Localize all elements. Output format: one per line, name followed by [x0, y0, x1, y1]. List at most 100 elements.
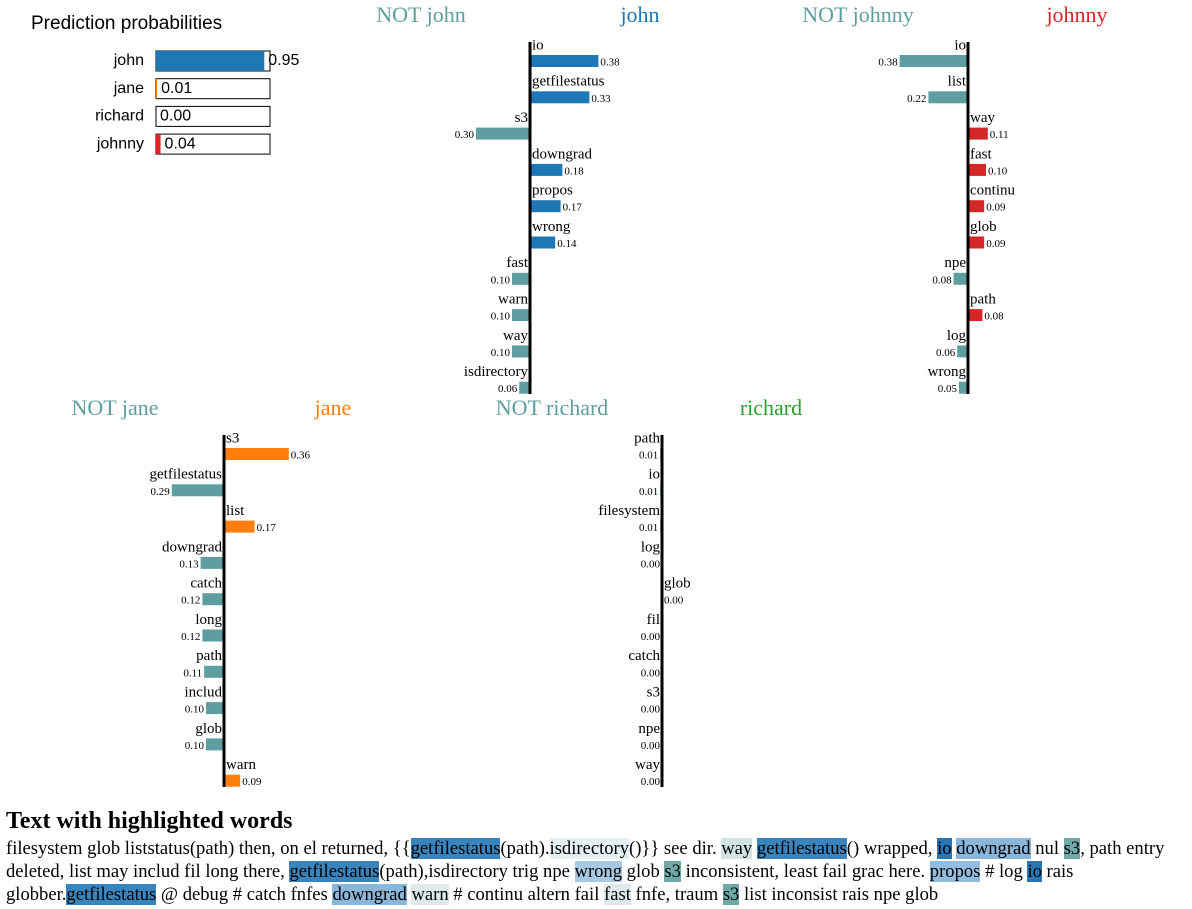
feature-label: path	[196, 648, 222, 664]
feature-label: io	[954, 37, 966, 53]
feature-label: includ	[185, 685, 223, 701]
text-span: inconsistent, least fail grac here.	[680, 861, 930, 882]
text-span: list inconsist rais npe glob	[739, 884, 939, 905]
text-title: Text with highlighted words	[6, 808, 293, 834]
highlighted-word: io	[1027, 861, 1042, 882]
feature-label: filesystem	[598, 503, 660, 519]
feature-label: warn	[498, 292, 528, 308]
weight-label: 0.00	[641, 558, 661, 570]
weight-label: 0.12	[181, 631, 200, 643]
probabilities-title: Prediction probabilities	[31, 13, 222, 34]
text-span: nul	[1030, 838, 1064, 859]
text-span: fnfe, traum	[630, 884, 723, 905]
weight-label: 0.17	[257, 522, 277, 534]
weight-bar	[530, 55, 599, 67]
weight-bar	[959, 381, 968, 394]
class-label: richard	[95, 108, 144, 125]
text-span: (path),isdirectory trig npe	[379, 861, 575, 882]
highlighted-word: warn	[411, 884, 449, 905]
weight-bar	[206, 738, 224, 751]
weight-bar	[512, 272, 530, 285]
weight-label: 0.38	[600, 57, 620, 69]
weight-label: 0.08	[932, 274, 952, 286]
highlighted-word: getfilestatus	[756, 838, 847, 859]
weight-label: 0.06	[936, 347, 956, 359]
feature-label: npe	[638, 721, 660, 737]
weight-label: 0.30	[455, 129, 475, 141]
weight-bar	[476, 127, 530, 140]
weight-bar	[530, 91, 590, 104]
weight-bar	[530, 200, 561, 213]
weight-bar	[968, 200, 985, 213]
probability-label: 0.95	[268, 52, 299, 69]
feature-label: path	[634, 430, 660, 446]
feature-label: s3	[647, 685, 660, 701]
text-span: @ debug # catch fnfes	[156, 884, 333, 905]
highlighted-word: way	[721, 838, 753, 859]
highlighted-word: s3	[664, 861, 681, 882]
text-span: , path entry deleted, list may includ fi…	[6, 838, 1170, 882]
feature-label: glob	[970, 219, 997, 235]
weight-bar	[512, 345, 530, 358]
weight-label: 0.09	[242, 776, 262, 788]
feature-label: list	[948, 74, 967, 90]
weight-label: 0.06	[498, 383, 518, 395]
weight-label: 0.00	[664, 595, 684, 607]
feature-label: log	[947, 328, 967, 344]
feature-label: long	[195, 612, 222, 628]
weight-label: 0.00	[641, 704, 661, 716]
feature-label: path	[970, 292, 996, 308]
feature-label: propos	[532, 183, 573, 199]
highlighted-word: io	[937, 838, 952, 859]
weight-label: 0.13	[179, 558, 199, 570]
class-label: john	[113, 52, 144, 69]
text-span: # log	[980, 861, 1028, 882]
weight-bar	[899, 55, 968, 67]
feature-label: catch	[628, 648, 660, 664]
text-span: ()}} see dir.	[629, 838, 722, 859]
probability-label: 0.04	[165, 135, 196, 152]
weight-bar	[171, 484, 224, 497]
weight-bar	[530, 236, 556, 249]
positive-class-header: johnny	[1045, 2, 1107, 27]
highlighted-word: getfilestatus	[410, 838, 501, 859]
feature-label: log	[641, 539, 661, 555]
weight-label: 0.14	[557, 238, 577, 250]
feature-label: way	[503, 328, 528, 344]
weight-label: 0.10	[185, 704, 205, 716]
highlighted-word: s3	[722, 884, 740, 905]
text-span: glob	[622, 861, 665, 882]
weight-bar	[202, 593, 224, 606]
positive-class-header: richard	[740, 395, 802, 420]
weight-label: 0.08	[984, 311, 1004, 323]
weight-bar	[200, 556, 224, 569]
class-label: jane	[113, 80, 144, 97]
highlighted-word: wrong	[574, 861, 623, 882]
positive-class-header: jane	[314, 395, 352, 420]
weight-bar	[968, 236, 985, 249]
highlighted-word: getfilestatus	[66, 884, 157, 905]
weight-label: 0.18	[564, 165, 584, 177]
text-span: () wrapped,	[846, 838, 938, 859]
negative-class-header: NOT johnny	[802, 2, 913, 27]
feature-label: s3	[515, 110, 528, 126]
feature-label: downgrad	[532, 146, 592, 162]
weight-label: 0.01	[639, 450, 658, 462]
explanation-charts: Prediction probabilities john 0.95 jane 0.0…	[31, 2, 1108, 788]
text-span: rais globber.	[6, 861, 1079, 905]
weight-bar	[224, 774, 241, 787]
weight-bar	[968, 163, 986, 176]
highlighted-word: propos	[929, 861, 981, 882]
highlighted-word: isdirectory	[549, 838, 630, 859]
feature-label: warn	[226, 757, 256, 773]
weight-bar	[530, 163, 563, 176]
weight-label: 0.01	[639, 522, 658, 534]
weight-bar	[953, 272, 968, 285]
feature-label: fast	[970, 146, 992, 162]
highlighted-word: s3	[1063, 838, 1081, 859]
weight-label: 0.09	[986, 202, 1006, 214]
text-body: filesystem glob liststatus(path) then, o…	[6, 837, 1188, 906]
highlighted-text-panel: Text with highlighted words filesystem g…	[6, 808, 1188, 906]
weight-label: 0.11	[990, 129, 1009, 141]
